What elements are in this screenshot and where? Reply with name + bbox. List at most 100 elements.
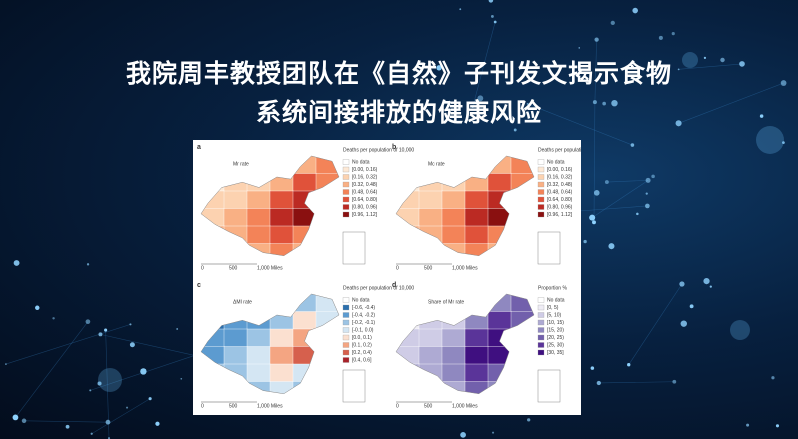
legend-label: [0.00, 0.16)	[352, 167, 378, 173]
network-node	[679, 281, 685, 287]
network-node	[12, 414, 19, 421]
network-node	[611, 100, 618, 107]
province	[487, 311, 512, 330]
headline: 系统间接排放的健康风险	[255, 98, 542, 127]
network-node	[596, 380, 601, 386]
network-node	[488, 0, 494, 3]
province	[292, 173, 317, 192]
network-node	[105, 419, 111, 425]
network-node	[677, 68, 680, 71]
province	[246, 208, 271, 227]
legend-label: [0.32, 0.48)	[547, 182, 573, 188]
network-node	[782, 141, 785, 145]
network-node	[513, 128, 517, 132]
legend-swatch	[537, 211, 545, 218]
network-node	[13, 260, 20, 266]
network-node	[771, 376, 775, 380]
network-link	[628, 283, 683, 365]
scale-label: 0	[201, 265, 204, 271]
legend-swatch	[342, 334, 350, 341]
province	[223, 328, 248, 348]
headline: 我院周丰教授团队在《自然》子刊发文揭示食物	[125, 59, 672, 88]
network-link	[593, 102, 596, 223]
map-title: Share of Mr rate	[428, 299, 464, 305]
network-node	[5, 363, 7, 365]
network-node	[680, 320, 687, 327]
scale-label: 500	[229, 265, 238, 271]
map-title: Mc rate	[428, 161, 445, 167]
legend-label: [25, 30)	[547, 342, 564, 348]
legend-label: [5, 10)	[547, 312, 562, 318]
legend-label: [-0.4, -0.2)	[352, 312, 375, 318]
network-node	[90, 432, 93, 435]
legend-swatch	[342, 304, 350, 311]
province	[269, 346, 294, 365]
network-node	[583, 239, 587, 244]
network-link	[91, 398, 151, 434]
legend-swatch	[342, 204, 350, 210]
network-node	[459, 8, 462, 11]
network-node	[671, 32, 675, 36]
network-node	[492, 431, 495, 434]
legend-title: Deaths per population of 10,000	[343, 147, 414, 153]
network-node	[52, 317, 55, 320]
province	[441, 190, 466, 210]
province	[246, 346, 271, 365]
legend-swatch	[342, 196, 350, 203]
legend-label: [10, 15)	[547, 320, 564, 326]
legend-label: [15, 20)	[547, 327, 564, 333]
legend-swatch	[537, 334, 545, 341]
network-node	[21, 418, 27, 424]
inset	[537, 369, 561, 403]
network-node	[689, 304, 694, 309]
province	[464, 363, 489, 383]
country-outline	[200, 293, 340, 395]
province	[223, 346, 248, 365]
province	[418, 208, 443, 227]
legend-label: [0.1, 0.2)	[352, 342, 372, 348]
network-node	[148, 397, 152, 401]
network-node	[35, 305, 40, 310]
glow	[730, 320, 750, 340]
network-node	[739, 61, 745, 67]
legend-label: No data	[547, 297, 565, 303]
network-node	[590, 366, 595, 370]
scale-label: 0	[201, 403, 204, 409]
network-node	[709, 285, 712, 288]
province	[292, 311, 317, 330]
network-node	[129, 342, 135, 348]
legend-swatch	[537, 174, 545, 180]
network-link	[24, 420, 108, 423]
province	[269, 328, 294, 348]
province	[246, 225, 271, 245]
network-node	[651, 174, 655, 179]
country-outline	[395, 155, 535, 257]
legend-label: [0.00, 0.16)	[547, 167, 573, 173]
province	[441, 346, 466, 365]
network-node	[477, 95, 484, 102]
glow	[98, 368, 122, 392]
province	[418, 190, 443, 210]
network-node	[703, 56, 707, 60]
legend-swatch	[342, 319, 350, 326]
legend-swatch	[537, 327, 545, 333]
network-node	[608, 243, 615, 250]
legend-label: [-0.2, -0.1)	[352, 320, 375, 326]
province	[464, 190, 489, 210]
legend-swatch	[537, 166, 545, 173]
network-node	[645, 192, 648, 195]
province	[464, 346, 489, 365]
network-node	[630, 143, 635, 147]
glow	[682, 52, 698, 68]
legend-label: [0.4, 0.6]	[352, 357, 372, 363]
legend-swatch	[537, 319, 545, 326]
network-link	[606, 180, 649, 183]
network-node	[104, 328, 108, 332]
legend-label: [0.80, 0.96)	[352, 204, 378, 210]
legend-label: [0.16, 0.32)	[547, 174, 573, 180]
scale-label: 0	[396, 265, 399, 271]
network-node	[526, 102, 529, 105]
network-link	[594, 39, 597, 103]
legend-label: [0.2, 0.4)	[352, 350, 372, 356]
